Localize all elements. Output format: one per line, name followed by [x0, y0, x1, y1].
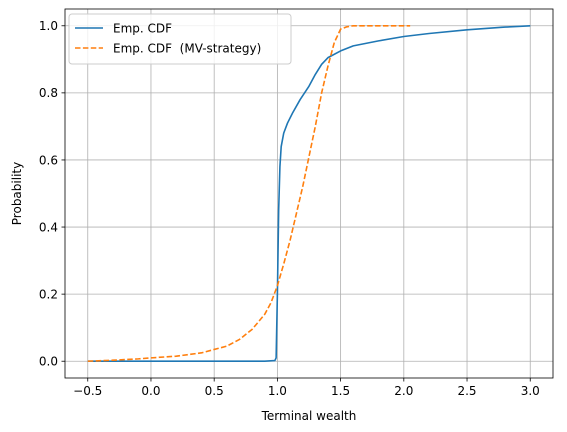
y-tick-label: 0.2 — [39, 287, 58, 301]
y-tick-label: 1.0 — [39, 19, 58, 33]
series-layer — [87, 24, 531, 363]
legend: Emp. CDF Emp. CDF (MV-strategy) — [68, 13, 292, 65]
x-tick-label: 0.0 — [141, 384, 160, 398]
plot-frame — [64, 8, 554, 379]
series-line-0 — [87, 24, 531, 363]
y-tick-label: 0.0 — [39, 355, 58, 369]
x-tick-label: 2.0 — [394, 384, 413, 398]
ticks: −0.5 0.0 0.5 1.0 1.5 2.0 2.5 3.0 0.0 0.2 0.4 0.6 0.8… — [39, 19, 540, 398]
grid — [65, 9, 553, 378]
x-axis-label: Terminal wealth — [261, 409, 357, 423]
x-tick-label: 3.0 — [521, 384, 540, 398]
x-tick-label: 2.5 — [457, 384, 476, 398]
x-tick-label: 0.5 — [205, 384, 224, 398]
legend-label-mv-strategy: Emp. CDF (MV-strategy) — [113, 41, 261, 55]
legend-label-emp-cdf: Emp. CDF — [113, 21, 172, 35]
x-tick-label: −0.5 — [73, 384, 102, 398]
y-axis-label: Probability — [10, 162, 24, 225]
y-tick-label: 0.8 — [39, 86, 58, 100]
x-tick-label: 1.5 — [331, 384, 350, 398]
legend-box — [68, 13, 292, 65]
y-tick-label: 0.4 — [39, 220, 58, 234]
y-tick-label: 0.6 — [39, 153, 58, 167]
x-tick-label: 1.0 — [268, 384, 287, 398]
